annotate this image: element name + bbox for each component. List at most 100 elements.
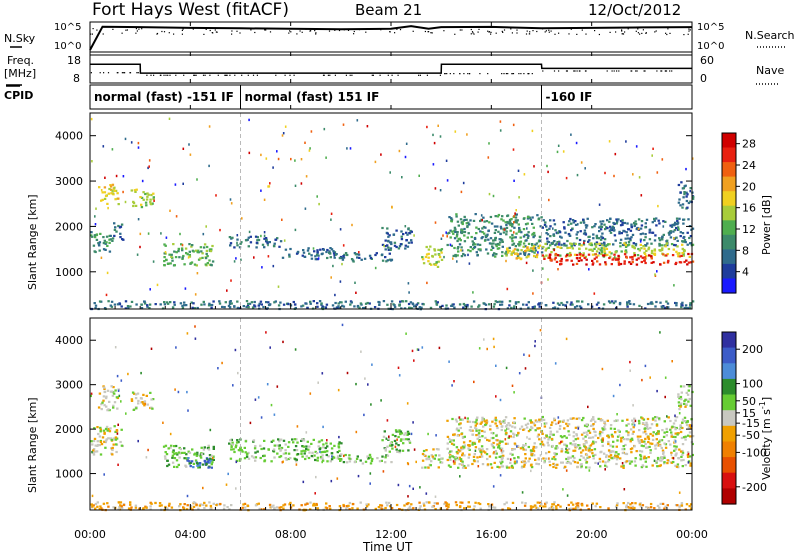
- nave-dot: [636, 70, 638, 72]
- scatter-cell: [201, 463, 205, 466]
- scatter-speck: [443, 255, 445, 259]
- scatter-speck: [300, 158, 303, 161]
- scatter-cell: [595, 237, 599, 240]
- scatter-cell: [600, 249, 603, 252]
- scatter-cell: [447, 505, 450, 508]
- scatter-cell: [646, 435, 650, 438]
- scatter-cell: [478, 440, 481, 443]
- noise-search-dot: [548, 29, 550, 31]
- scatter-cell: [675, 302, 678, 305]
- noise-search-dot: [570, 28, 572, 30]
- scatter-cell: [511, 501, 515, 504]
- nave-dot: [419, 74, 421, 76]
- scatter-cell: [454, 456, 457, 459]
- scatter-cell: [682, 187, 685, 190]
- scatter-speck: [339, 280, 342, 283]
- scatter-cell: [585, 247, 588, 250]
- scatter-cell: [567, 447, 571, 451]
- scatter-cell: [471, 441, 475, 444]
- scatter-cell: [406, 245, 410, 248]
- scatter-cell: [680, 254, 683, 257]
- noise-search-dot: [269, 31, 272, 33]
- scatter-cell: [476, 460, 479, 463]
- scatter-cell: [182, 254, 185, 258]
- scatter-cell: [638, 429, 641, 432]
- scatter-cell: [205, 462, 208, 466]
- scatter-speck: [499, 120, 502, 123]
- scatter-cell: [609, 217, 612, 220]
- scatter-cell: [514, 219, 517, 222]
- scatter-cell: [622, 243, 625, 246]
- scatter-cell: [273, 444, 276, 447]
- scatter-cell: [188, 462, 191, 465]
- scatter-cell: [513, 417, 516, 420]
- scatter-cell: [492, 436, 495, 440]
- scatter-cell: [425, 501, 428, 504]
- scatter-cell: [618, 230, 621, 233]
- scatter-cell: [463, 435, 466, 438]
- scatter-cell: [625, 231, 628, 234]
- scatter-cell: [527, 234, 530, 238]
- scatter-speck: [342, 244, 345, 247]
- scatter-cell: [676, 219, 679, 222]
- scatter-cell: [498, 243, 501, 246]
- scatter-cell: [536, 214, 539, 217]
- scatter-cell: [355, 457, 359, 460]
- scatter-speck: [614, 152, 617, 156]
- scatter-cell: [292, 504, 295, 507]
- scatter-speck: [225, 483, 228, 486]
- scatter-cell: [622, 464, 625, 467]
- y-tick-label: 2000: [55, 220, 83, 233]
- noise-search-dot: [472, 32, 474, 34]
- scatter-cell: [521, 446, 525, 449]
- scatter-cell: [603, 423, 607, 426]
- scatter-cell: [556, 231, 560, 234]
- scatter-cell: [282, 303, 286, 306]
- scatter-cell: [534, 429, 537, 432]
- scatter-speck: [452, 257, 454, 260]
- scatter-cell: [208, 501, 211, 504]
- scatter-cell: [119, 225, 123, 228]
- scatter-cell: [640, 444, 643, 447]
- noise-search-dot: [495, 32, 497, 34]
- noise-search-dot: [478, 28, 480, 30]
- scatter-speck: [654, 273, 656, 276]
- scatter-cell: [173, 301, 176, 304]
- colorbar-swatch: [722, 278, 736, 294]
- scatter-cell: [655, 217, 658, 220]
- scatter-cell: [272, 439, 275, 442]
- scatter-cell: [103, 191, 107, 194]
- scatter-cell: [532, 231, 536, 235]
- scatter-cell: [312, 502, 316, 505]
- scatter-cell: [615, 419, 618, 422]
- scatter-cell: [654, 447, 657, 450]
- nave-dot: [527, 73, 529, 75]
- scatter-cell: [484, 226, 487, 229]
- scatter-cell: [555, 445, 558, 448]
- scatter-cell: [566, 239, 569, 243]
- scatter-cell: [607, 507, 610, 510]
- noise-search-dot: [315, 33, 317, 35]
- scatter-cell: [556, 302, 560, 305]
- scatter-cell: [643, 251, 646, 254]
- scatter-cell: [149, 391, 152, 394]
- scatter-speck: [419, 486, 421, 489]
- scatter-speck: [115, 174, 118, 178]
- scatter-cell: [682, 250, 686, 253]
- scatter-cell: [675, 261, 678, 264]
- scatter-cell: [342, 256, 346, 259]
- nave-dot: [241, 74, 243, 76]
- scatter-cell: [249, 235, 252, 238]
- scatter-cell: [142, 198, 145, 201]
- scatter-cell: [537, 433, 540, 436]
- scatter-cell: [119, 504, 122, 507]
- noise-search-dot: [488, 31, 490, 33]
- scatter-cell: [329, 247, 332, 250]
- scatter-cell: [466, 224, 469, 227]
- scatter-cell: [409, 229, 412, 233]
- scatter-cell: [670, 433, 673, 436]
- scatter-cell: [572, 507, 575, 510]
- scatter-speck: [140, 371, 142, 375]
- nave-dot: [503, 73, 505, 75]
